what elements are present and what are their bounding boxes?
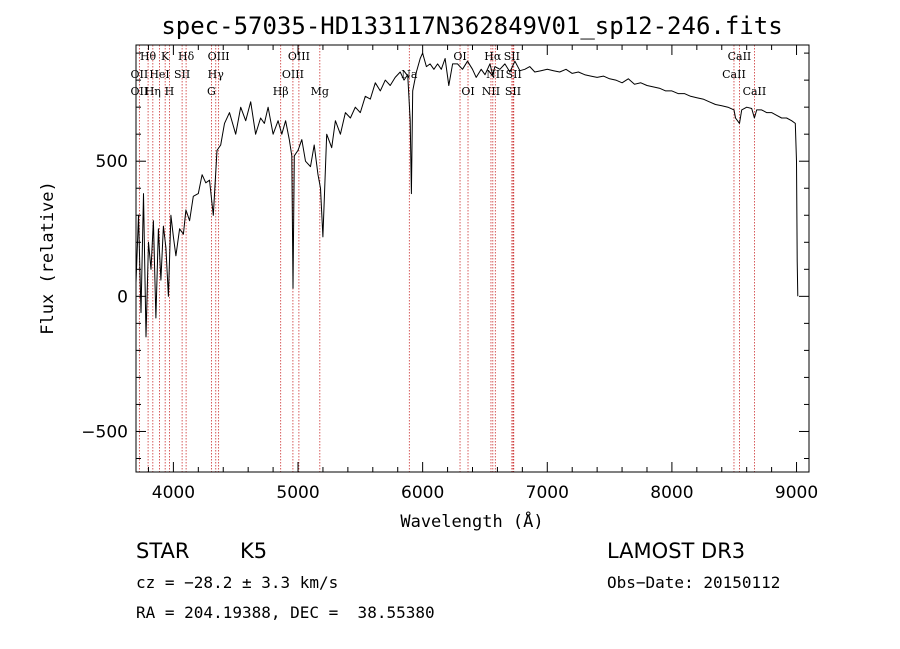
spectral-line-label: CaII xyxy=(728,50,752,63)
spectral-line-label: NII xyxy=(482,85,500,98)
spectral-line-label: SII xyxy=(505,85,521,98)
y-tick-label: 0 xyxy=(117,287,128,307)
survey-name: LAMOST DR3 xyxy=(607,539,746,563)
y-tick-label: 500 xyxy=(96,152,128,172)
spectrum-line xyxy=(135,52,799,338)
spectral-line-label: CaII xyxy=(743,85,767,98)
spectral-line-label: HeI xyxy=(149,68,169,81)
coordinates: RA = 204.19388, DEC = 38.55380 xyxy=(136,603,435,622)
x-axis-label: Wavelength (Å) xyxy=(400,510,543,532)
spectrum-series xyxy=(135,52,799,338)
spectral-line-label: OIII xyxy=(282,68,304,81)
spectral-line-label: OIII xyxy=(208,50,230,63)
spectral-line-label: OI xyxy=(453,50,466,63)
spectral-line-label: Hα xyxy=(484,50,502,63)
x-axis-ticks: 4000 5000 6000 7000 8000 9000 xyxy=(147,45,818,503)
redshift-velocity: cz = −28.2 ± 3.3 km/s xyxy=(136,573,339,592)
spectral-line-label: G xyxy=(207,85,216,98)
spectral-line-label: Hη xyxy=(145,85,161,98)
spectral-line-label: Mg xyxy=(311,85,329,98)
x-tick-label: 6000 xyxy=(401,483,444,503)
spectral-line-label: K xyxy=(161,50,170,63)
spectral-subclass: K5 xyxy=(240,539,268,563)
x-tick-label: 8000 xyxy=(650,483,693,503)
spectral-line-label: OII xyxy=(131,85,149,98)
x-tick-label: 7000 xyxy=(526,483,569,503)
spectral-line-label: OIII xyxy=(288,50,310,63)
spectral-line-label: OI xyxy=(461,85,474,98)
spectral-line-label: Hθ xyxy=(140,50,157,63)
observation-date: Obs−Date: 20150112 xyxy=(607,573,781,592)
y-tick-label: −500 xyxy=(81,422,128,442)
spectral-line-labels: Hθ OII OII K HeI Hη H Hδ SII OIII Hγ G OIII OIII Hβ Mg N… xyxy=(131,50,767,98)
chart-title: spec-57035-HD133117N362849V01_sp12-246.f… xyxy=(161,12,782,40)
spectral-line-label: SII xyxy=(174,68,190,81)
plot-frame xyxy=(135,44,810,473)
x-tick-label: 4000 xyxy=(152,483,195,503)
spectral-line-label: H xyxy=(165,85,175,98)
spectral-line-label: SII xyxy=(504,50,520,63)
spectral-line-label: OII xyxy=(131,68,149,81)
x-tick-label: 5000 xyxy=(276,483,319,503)
spectral-line-label: Hγ xyxy=(208,68,225,81)
spectral-line-markers xyxy=(138,45,755,472)
y-axis-ticks: −500 0 500 xyxy=(81,52,809,459)
spectral-line-label: Hδ xyxy=(178,50,195,63)
x-tick-label: 9000 xyxy=(775,483,818,503)
spectral-line-label: NII xyxy=(486,68,504,81)
y-axis-label: Flux (relative) xyxy=(38,181,58,335)
spectral-line-label: CaII xyxy=(722,68,746,81)
object-type: STAR xyxy=(136,539,190,563)
spectral-line-label: Hβ xyxy=(273,85,289,98)
